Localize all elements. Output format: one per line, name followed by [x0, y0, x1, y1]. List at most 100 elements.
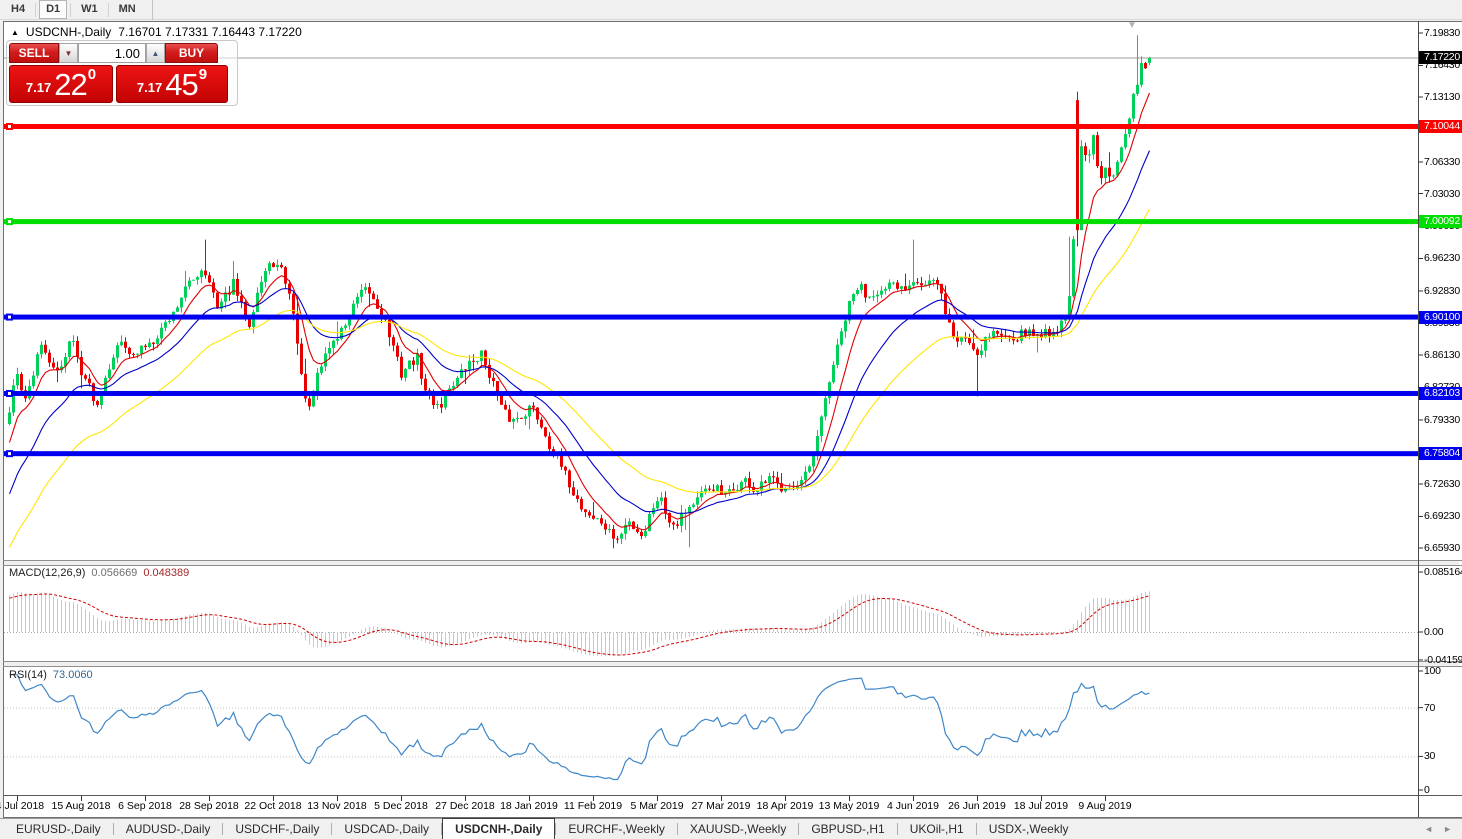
timeframe-button-mn[interactable]: MN	[118, 3, 136, 15]
spin-down-icon: ▼	[64, 48, 73, 58]
volume-input[interactable]	[78, 43, 146, 63]
price-axis-tick: 6.69230	[1424, 510, 1460, 523]
trade-prices-row: 7.17 22 0 7.17 45 9	[9, 65, 235, 103]
timeframe-button-d1[interactable]: D1	[39, 0, 68, 19]
buy-price-pip-digit: 9	[198, 66, 208, 83]
date-axis-label: 4 Jun 2019	[887, 800, 939, 812]
date-axis-label: 13 May 2019	[818, 800, 880, 812]
date-axis-label: 22 Oct 2018	[244, 800, 302, 812]
macd-signal-value: 0.048389	[143, 567, 190, 579]
chart-tab-bar: EURUSD-,Daily AUDUSD-,Daily USDCHF-,Daily U…	[0, 818, 1462, 839]
toolbar-separator	[70, 2, 72, 17]
rsi-axis-tick: 30	[1424, 750, 1436, 763]
date-axis-label: 28 Sep 2018	[179, 800, 239, 812]
timeframe-toolbar: H4 D1 W1 MN	[0, 0, 1462, 20]
date-axis-label: 15 Aug 2018	[51, 800, 111, 812]
price-axis-tick: 6.86130	[1424, 348, 1460, 361]
price-axis-tick: 7.03030	[1424, 187, 1460, 200]
macd-axis-tick: 0.00	[1424, 626, 1444, 638]
chart-tab-usdchf-daily[interactable]: USDCHF-,Daily	[235, 822, 320, 836]
macd-layer	[9, 591, 1150, 657]
price-axis-tick: 6.65930	[1424, 542, 1460, 554]
price-axis-tick: 7.06330	[1424, 155, 1460, 168]
chart-symbol-title: USDCNH-,Daily	[25, 25, 112, 39]
chart-tab-usdx-weekly[interactable]: USDX-,Weekly	[988, 822, 1069, 836]
horizontal-lines-layer	[4, 123, 1418, 458]
macd-name: MACD(12,26,9)	[9, 567, 86, 579]
date-axis-label: 18 Jan 2019	[500, 800, 558, 812]
tab-separator	[798, 823, 800, 835]
rsi-layer	[9, 674, 1150, 781]
tab-separator	[676, 823, 678, 835]
chart-tab-ukoil-h1[interactable]: UKOil-,H1	[909, 822, 964, 836]
rsi-name: RSI(14)	[9, 669, 47, 681]
tab-separator	[331, 823, 333, 835]
tab-separator	[112, 823, 114, 835]
buy-button[interactable]: BUY	[165, 43, 218, 63]
date-axis-label: 26 Jun 2019	[948, 800, 1006, 812]
price-axis: 7.198307.164307.131307.097307.063307.030…	[1419, 0, 1462, 818]
rsi-indicator-label: RSI(14) 73.0060	[9, 669, 93, 681]
tab-separator	[555, 823, 557, 835]
buy-price-box[interactable]: 7.17 45 9	[116, 65, 228, 103]
chart-tab-usdcnh-daily[interactable]: USDCNH-,Daily	[442, 818, 556, 839]
chart-tab-eurchf-weekly[interactable]: EURCHF-,Weekly	[568, 822, 665, 836]
chart-shift-marker-icon[interactable]: ▼	[1127, 20, 1137, 31]
date-axis-label: 27 Mar 2019	[691, 800, 751, 812]
spin-up-icon: ▲	[151, 48, 160, 58]
chart-tab-eurusd-daily[interactable]: EURUSD-,Daily	[16, 822, 101, 836]
sell-price-prefix: 7.17	[25, 80, 52, 95]
price-axis-tick: 7.19830	[1424, 27, 1460, 39]
price-axis-tick: 6.96230	[1424, 252, 1460, 265]
price-axis-tick: 7.13130	[1424, 91, 1460, 104]
price-line-badge: 7.00092	[1419, 215, 1462, 229]
date-axis-label: 24 Jul 2018	[0, 800, 45, 812]
date-axis-label: 6 Sep 2018	[118, 800, 172, 812]
trade-controls-row: SELL ▼ ▲ BUY	[9, 43, 235, 63]
sell-price-box[interactable]: 7.17 22 0	[9, 65, 113, 103]
price-line-badge: 7.10044	[1419, 120, 1462, 133]
chart-tab-usdcad-daily[interactable]: USDCAD-,Daily	[344, 822, 430, 836]
macd-axis-tick: -0.041597	[1424, 654, 1462, 666]
date-axis-label: 27 Dec 2018	[435, 800, 495, 812]
chart-ohlc-values: 7.16701 7.17331 7.16443 7.17220	[118, 25, 302, 39]
chart-window	[3, 21, 1462, 818]
chart-tab-audusd-daily[interactable]: AUDUSD-,Daily	[125, 822, 211, 836]
tab-separator	[975, 823, 977, 835]
buy-price-prefix: 7.17	[136, 80, 163, 95]
sell-price-pip-digit: 0	[87, 66, 97, 83]
price-axis-tick: 6.79330	[1424, 413, 1460, 426]
timeframe-button-h4[interactable]: H4	[11, 3, 26, 15]
axis-tick-marks	[17, 32, 1423, 801]
current-price-badge: 7.17220	[1419, 51, 1462, 65]
date-axis-label: 13 Nov 2018	[307, 800, 367, 812]
one-click-trading-widget: SELL ▼ ▲ BUY 7.17 22 0 7.17 45 9	[6, 40, 238, 106]
price-line-badge: 6.82103	[1419, 386, 1462, 400]
sell-button[interactable]: SELL	[9, 43, 59, 63]
chart-tab-xauusd-weekly[interactable]: XAUUSD-,Weekly	[689, 822, 787, 836]
tab-scroll-left-icon[interactable]: ◄	[1424, 824, 1434, 834]
chart-title-row: ▲ USDCNH-,Daily 7.16701 7.17331 7.16443 …	[11, 25, 302, 39]
sell-price-big-digits: 22	[54, 67, 87, 102]
tab-separator	[441, 823, 443, 835]
date-axis-label: 18 Apr 2019	[756, 800, 814, 812]
toolbar-separator	[107, 2, 109, 17]
rsi-axis-tick: 100	[1424, 665, 1441, 677]
candles-layer	[8, 35, 1151, 549]
rsi-axis-tick: 70	[1424, 701, 1436, 714]
tab-scroll-right-icon[interactable]: ►	[1443, 824, 1452, 834]
panel-chrome-layer	[3, 21, 1462, 818]
price-line-badge: 6.90100	[1419, 310, 1462, 324]
date-axis-label: 11 Feb 2019	[563, 800, 623, 812]
chart-expand-icon[interactable]: ▲	[11, 27, 19, 37]
rsi-value: 73.0060	[52, 669, 93, 681]
chart-tab-gbpusd-h1[interactable]: GBPUSD-,H1	[811, 822, 885, 836]
volume-increase-button[interactable]: ▲	[146, 43, 165, 63]
buy-price-big-digits: 45	[165, 67, 198, 102]
timeframe-button-w1[interactable]: W1	[81, 3, 98, 15]
volume-decrease-button[interactable]: ▼	[59, 43, 78, 63]
tab-separator	[222, 823, 224, 835]
date-axis-label: 5 Dec 2018	[374, 800, 428, 812]
price-line-badge: 6.75804	[1419, 447, 1462, 461]
